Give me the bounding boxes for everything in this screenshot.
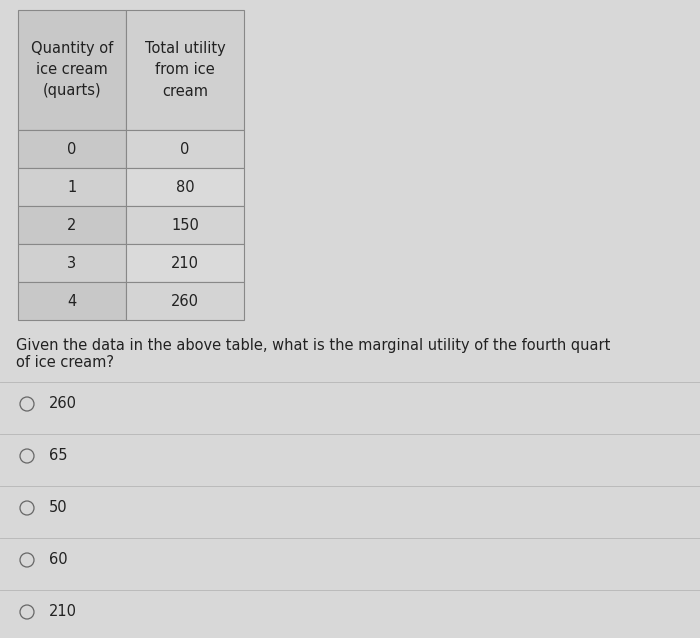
- Bar: [126, 10, 244, 130]
- Text: 260: 260: [171, 293, 199, 309]
- Text: Total utility
from ice
cream: Total utility from ice cream: [145, 41, 225, 98]
- Text: 3: 3: [67, 255, 76, 271]
- Bar: [126, 206, 244, 244]
- Bar: [126, 244, 244, 282]
- Text: of ice cream?: of ice cream?: [16, 355, 114, 370]
- Text: Quantity of
ice cream
(quarts): Quantity of ice cream (quarts): [31, 41, 113, 98]
- Bar: [18, 282, 126, 320]
- Text: 210: 210: [171, 255, 199, 271]
- Text: 60: 60: [49, 553, 68, 567]
- Text: 4: 4: [67, 293, 76, 309]
- Bar: [18, 130, 126, 168]
- Text: 260: 260: [49, 396, 77, 412]
- Bar: [18, 10, 126, 130]
- Text: 50: 50: [49, 500, 68, 516]
- Bar: [18, 244, 126, 282]
- Bar: [126, 282, 244, 320]
- Bar: [126, 130, 244, 168]
- Text: 0: 0: [181, 142, 190, 156]
- Text: 1: 1: [67, 179, 76, 195]
- Text: 80: 80: [176, 179, 195, 195]
- Bar: [18, 206, 126, 244]
- Text: Given the data in the above table, what is the marginal utility of the fourth qu: Given the data in the above table, what …: [16, 338, 610, 353]
- Text: 0: 0: [67, 142, 77, 156]
- Text: 210: 210: [49, 604, 77, 619]
- Bar: [126, 168, 244, 206]
- Text: 150: 150: [171, 218, 199, 232]
- Text: 65: 65: [49, 449, 67, 463]
- Bar: [18, 168, 126, 206]
- Text: 2: 2: [67, 218, 77, 232]
